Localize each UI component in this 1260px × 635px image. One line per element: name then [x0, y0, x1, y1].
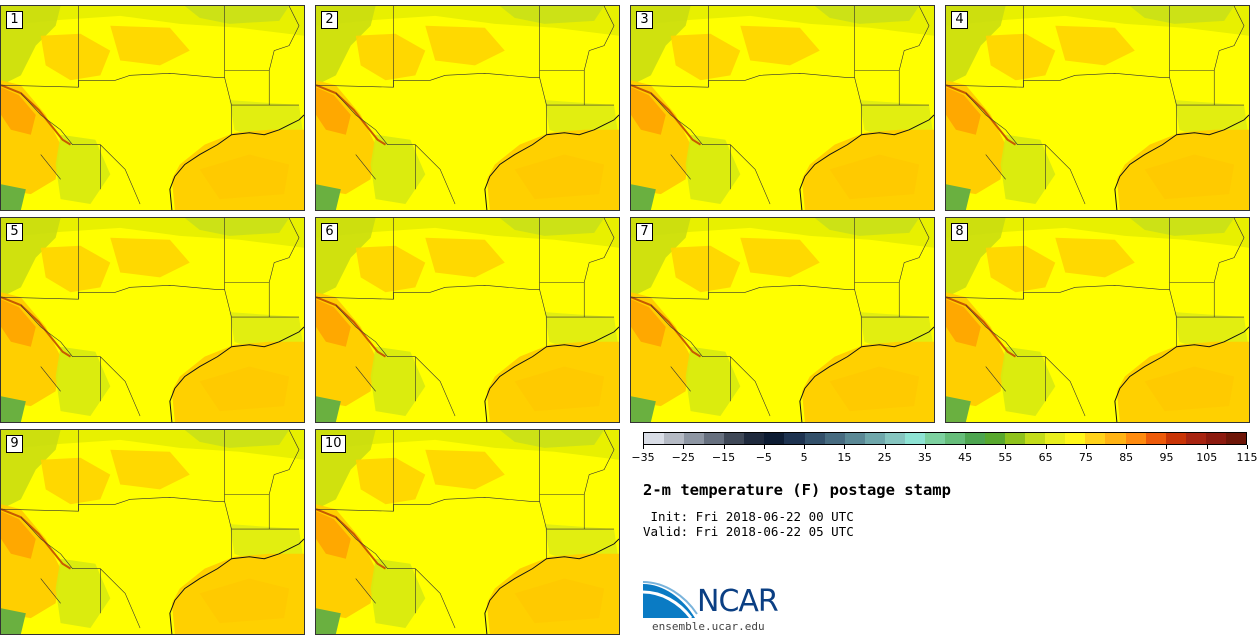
member-label: 10 [321, 435, 346, 453]
colorbar-tick-label: −25 [671, 451, 695, 464]
colorbar-swatch [704, 433, 725, 444]
colorbar-tick [844, 445, 846, 449]
member-label: 5 [6, 223, 23, 241]
colorbar-swatch [1205, 433, 1226, 444]
colorbar-tick [1206, 445, 1208, 449]
colorbar-swatch [1125, 433, 1146, 444]
member-label: 3 [636, 11, 653, 29]
colorbar-legend: −35 −25 −15 −5 5 15 25 35 45 55 65 75 85 95 105 115 [631, 432, 1258, 472]
colorbar-tick-label: 85 [1119, 451, 1134, 464]
init-time: Init: Fri 2018-06-22 00 UTC [643, 509, 854, 524]
colorbar-tick [1085, 445, 1087, 449]
colorbar-tick-label: 115 [1236, 451, 1258, 464]
colorbar-tick-label: 5 [800, 451, 808, 464]
colorbar-swatch [644, 433, 665, 444]
member-label: 9 [6, 435, 23, 453]
ensemble-member-map: 8 [945, 217, 1250, 423]
colorbar-swatch [864, 433, 885, 444]
colorbar-tick-label: 45 [958, 451, 973, 464]
colorbar-swatch [664, 433, 685, 444]
colorbar-swatch [1005, 433, 1026, 444]
colorbar-swatch [764, 433, 785, 444]
member-label: 1 [6, 11, 23, 29]
ncar-logo-text: NCAR [697, 584, 779, 619]
ensemble-member-map: 3 [630, 5, 935, 211]
colorbar-tick [1126, 445, 1128, 449]
colorbar-swatch [1225, 433, 1246, 444]
colorbar-swatch [1165, 433, 1186, 444]
colorbar-tick [924, 445, 926, 449]
colorbar-swatch [824, 433, 845, 444]
member-label: 7 [636, 223, 653, 241]
ensemble-member-map: 9 [0, 429, 305, 635]
ensemble-member-map: 5 [0, 217, 305, 423]
colorbar-tick [1166, 445, 1168, 449]
colorbar-swatch [1045, 433, 1066, 444]
colorbar-swatch [1185, 433, 1206, 444]
ensemble-member-map: 10 [315, 429, 620, 635]
member-label: 4 [951, 11, 968, 29]
colorbar-swatch [684, 433, 705, 444]
ensemble-member-map: 4 [945, 5, 1250, 211]
ensemble-member-map: 2 [315, 5, 620, 211]
colorbar-swatch [1085, 433, 1106, 444]
colorbar-tick [683, 445, 685, 449]
colorbar-tick [965, 445, 967, 449]
colorbar-tick [1045, 445, 1047, 449]
colorbar-tick-label: 25 [877, 451, 892, 464]
colorbar-tick-label: −5 [755, 451, 772, 464]
colorbar-tick-label: 15 [837, 451, 852, 464]
colorbar-tick [1005, 445, 1007, 449]
page-title: 2-m temperature (F) postage stamp [643, 481, 951, 499]
colorbar-tick-label: 95 [1159, 451, 1174, 464]
colorbar-swatch [804, 433, 825, 444]
colorbar-swatch [844, 433, 865, 444]
colorbar-tick [723, 445, 725, 449]
ensemble-member-map: 1 [0, 5, 305, 211]
ncar-logo-icon [643, 581, 698, 619]
colorbar-tick [804, 445, 806, 449]
ensemble-member-map: 6 [315, 217, 620, 423]
colorbar-swatch [884, 433, 905, 444]
colorbar [643, 432, 1247, 445]
colorbar-swatch [924, 433, 945, 444]
colorbar-swatch [1065, 433, 1086, 444]
colorbar-tick-label: 65 [1038, 451, 1053, 464]
member-label: 6 [321, 223, 338, 241]
colorbar-tick-label: 55 [998, 451, 1013, 464]
colorbar-tick [763, 445, 765, 449]
ensemble-member-map: 7 [630, 217, 935, 423]
colorbar-ticks: −35 −25 −15 −5 5 15 25 35 45 55 65 75 85 95 105 115 [631, 445, 1258, 471]
colorbar-swatch [744, 433, 765, 444]
member-label: 2 [321, 11, 338, 29]
colorbar-swatch [1145, 433, 1166, 444]
colorbar-tick-label: 35 [917, 451, 932, 464]
colorbar-swatch [944, 433, 965, 444]
colorbar-swatch [985, 433, 1006, 444]
colorbar-tick-label: 75 [1078, 451, 1093, 464]
colorbar-swatch [965, 433, 986, 444]
colorbar-tick [643, 445, 644, 449]
colorbar-tick [884, 445, 886, 449]
colorbar-tick [1247, 445, 1248, 449]
site-url: ensemble.ucar.edu [652, 620, 765, 633]
colorbar-swatch [784, 433, 805, 444]
colorbar-tick-label: 105 [1196, 451, 1218, 464]
colorbar-swatch [904, 433, 925, 444]
colorbar-tick-label: −15 [711, 451, 736, 464]
colorbar-swatch [724, 433, 745, 444]
colorbar-swatch [1105, 433, 1126, 444]
member-label: 8 [951, 223, 968, 241]
colorbar-swatch [1025, 433, 1046, 444]
valid-time: Valid: Fri 2018-06-22 05 UTC [643, 524, 854, 539]
colorbar-tick-label: −35 [631, 451, 655, 464]
